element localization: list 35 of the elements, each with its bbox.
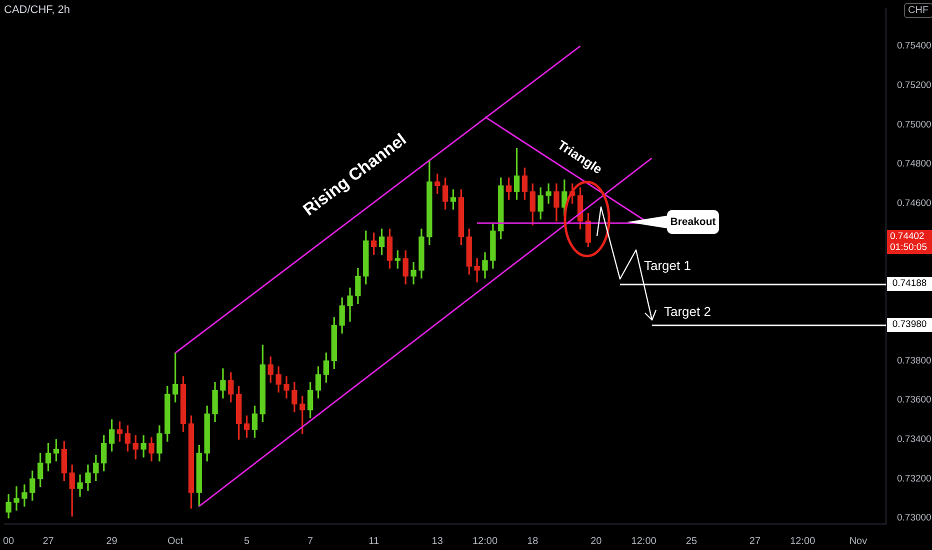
x-tick-label: 5: [244, 536, 250, 547]
x-tick-label: 12:00: [790, 536, 816, 547]
text: 0.74402: [890, 231, 924, 242]
x-tick-label: 27: [42, 536, 54, 547]
x-tick-label: 20: [590, 536, 602, 547]
legend-label: Target 2: [664, 304, 711, 319]
x-tick-label: Nov: [849, 536, 868, 547]
y-axis-title: CHF: [904, 3, 932, 18]
x-tick-label: 13: [432, 536, 444, 547]
chart-title: CAD/CHF, 2h: [4, 4, 70, 16]
x-tick-label: 00: [3, 536, 15, 547]
y-tick-label: 0.73800: [897, 355, 932, 366]
x-tick-label: 7: [308, 536, 314, 547]
text: 0.74188: [887, 277, 932, 292]
y-tick-label: 0.74800: [897, 158, 932, 170]
text: 0.73980: [887, 318, 932, 332]
x-tick-label: 12:00: [631, 536, 657, 547]
y-tick-label: 0.73000: [897, 512, 932, 524]
x-tick-label: 27: [749, 536, 761, 547]
x-tick-label: 12:00: [472, 536, 498, 547]
ref-line-label: Target 1: [644, 258, 691, 273]
y-tick-label: 0.75400: [897, 40, 932, 52]
x-tick-label: 29: [106, 536, 118, 547]
y-tick-label: 0.75000: [897, 119, 932, 130]
text: 01:50:05: [890, 242, 927, 254]
y-tick-label: 0.73200: [897, 473, 932, 484]
annotation: Breakout: [667, 210, 719, 234]
y-tick-label: 0.75200: [897, 80, 932, 92]
x-tick-label: 11: [368, 536, 380, 547]
y-tick-label: 0.73600: [897, 394, 932, 406]
y-tick-label: 0.73400: [897, 434, 932, 446]
y-tick-label: 0.74600: [897, 198, 932, 210]
x-tick-label: Oct: [168, 536, 184, 547]
x-tick-label: 18: [527, 536, 539, 547]
x-tick-label: 25: [686, 536, 698, 547]
